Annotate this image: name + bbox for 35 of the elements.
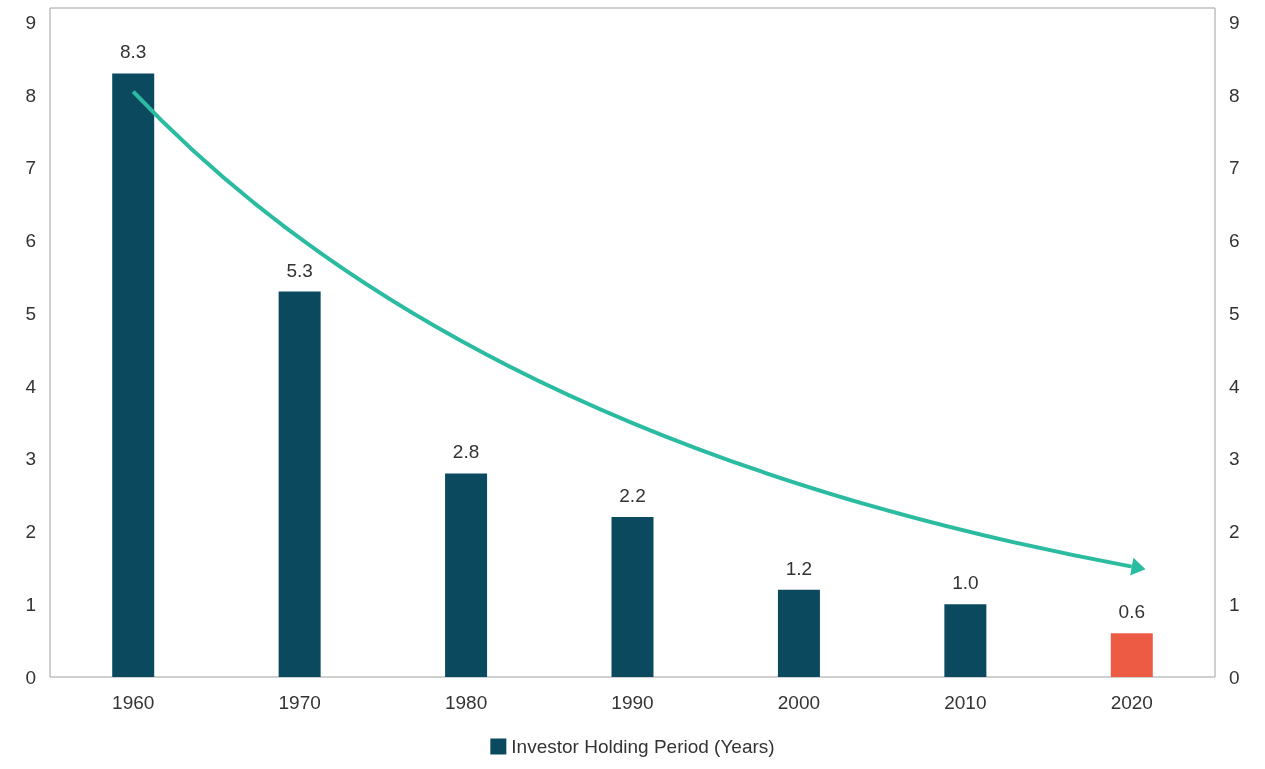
x-tick-label: 2000 <box>777 692 821 713</box>
x-tick-label: 1960 <box>112 692 155 713</box>
y2-tick-label: 5 <box>1229 302 1240 324</box>
data-label: 2.8 <box>452 441 480 463</box>
y-tick-label: 6 <box>25 230 36 252</box>
x-tick-label: 1990 <box>611 692 654 713</box>
data-label: 2.2 <box>619 485 646 507</box>
data-label: 1.0 <box>952 572 979 594</box>
y2-tick-label: 2 <box>1229 521 1240 543</box>
y-tick-label: 9 <box>25 12 36 34</box>
y2-tick-label: 3 <box>1229 448 1240 470</box>
data-label: 1.2 <box>785 557 813 579</box>
y2-tick-label: 6 <box>1229 230 1240 252</box>
y2-tick-label: 0 <box>1229 666 1240 688</box>
x-tick-label: 2020 <box>1110 692 1153 713</box>
data-label: 8.3 <box>120 41 147 63</box>
x-tick-label: 1970 <box>278 692 321 713</box>
y-tick-label: 2 <box>25 521 36 543</box>
data-label: 5.3 <box>286 259 313 281</box>
y-tick-label: 5 <box>25 302 36 324</box>
y2-tick-label: 4 <box>1229 375 1240 397</box>
y2-tick-label: 1 <box>1229 593 1240 615</box>
y-tick-label: 0 <box>25 666 36 688</box>
x-tick-label: 1980 <box>444 692 488 713</box>
y-tick-label: 3 <box>25 448 36 470</box>
y-tick-label: 1 <box>25 593 36 615</box>
data-label: 0.6 <box>1118 601 1145 623</box>
y2-tick-label: 8 <box>1229 84 1240 106</box>
x-tick-label: 2010 <box>944 692 987 713</box>
y-tick-label: 7 <box>25 157 36 179</box>
y-tick-label: 8 <box>25 84 36 106</box>
y-tick-label: 4 <box>25 375 37 397</box>
y2-tick-label: 7 <box>1229 157 1240 179</box>
y2-tick-label: 9 <box>1229 12 1240 34</box>
legend-label: Investor Holding Period (Years) <box>511 736 775 757</box>
